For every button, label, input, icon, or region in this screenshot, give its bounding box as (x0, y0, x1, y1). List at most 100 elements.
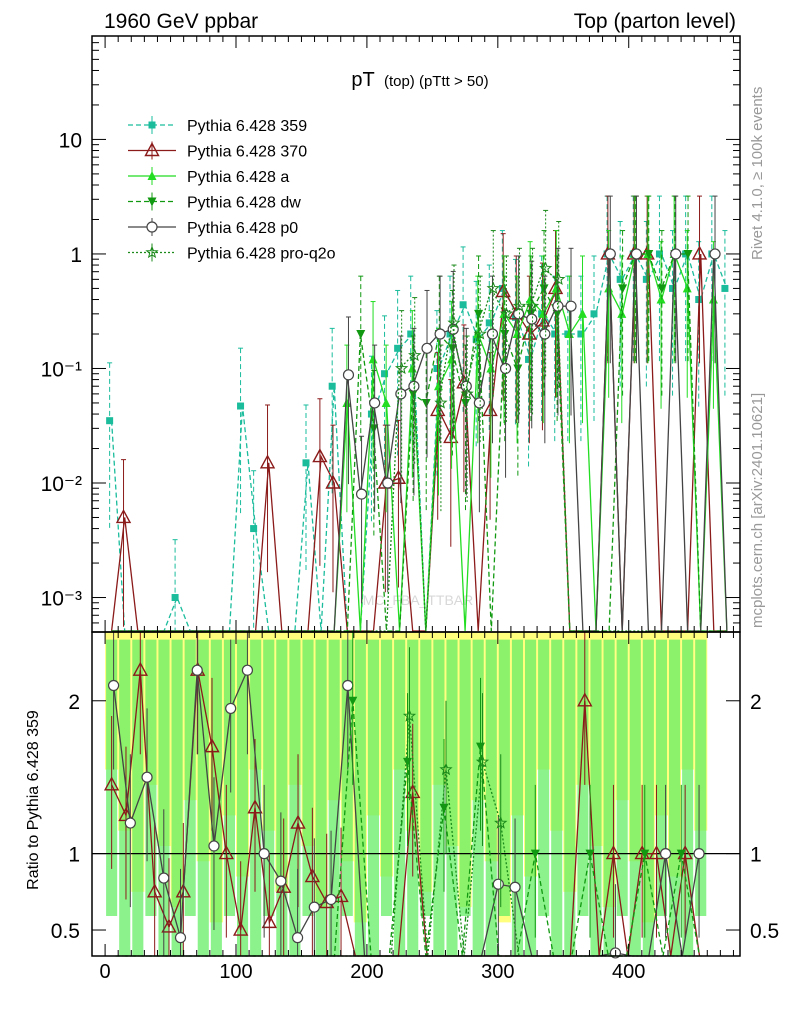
legend-entry-pdw: Pythia 6.428 dw (128, 192, 301, 212)
data-point-p359 (302, 459, 310, 467)
data-point-pa (656, 294, 666, 304)
ratio-band-green (551, 639, 563, 956)
ratio-band-green (367, 639, 379, 956)
ratio-point-p370 (103, 776, 120, 791)
data-point-pdw (500, 330, 510, 339)
ratio-band-green (302, 639, 314, 916)
data-point-pq2o (460, 386, 474, 400)
legend-label-pdw: Pythia 6.428 dw (187, 195, 301, 212)
ratio-point-pq2o (494, 815, 508, 829)
series-line-pdw (111, 253, 727, 632)
ratio-band-green (590, 639, 602, 956)
legend-marker-p359 (148, 121, 156, 129)
y-tick-label-main: 10 (59, 129, 82, 152)
data-point-pa (617, 308, 627, 318)
ratio-point-pp0 (107, 679, 120, 692)
ratio-series-p370 (103, 632, 701, 957)
ratio-band-green (629, 639, 641, 956)
legend-entry-p359: Pythia 6.428 359 (128, 116, 307, 135)
ratio-point-p370 (247, 799, 263, 814)
ratio-point-pdw (530, 849, 540, 859)
ratio-point-p370 (146, 883, 163, 898)
y-tick-label-main: 10⁻² (41, 473, 82, 496)
legend-entry-pp0: Pythia 6.428 p0 (128, 218, 298, 237)
data-point-p359 (721, 284, 729, 292)
data-point-p370 (390, 469, 407, 484)
ratio-band-green (263, 639, 275, 916)
ratio-band-green (197, 639, 209, 956)
data-point-pdw (644, 249, 654, 259)
ratio-point-pp0 (659, 848, 672, 860)
data-point-p359 (106, 417, 114, 425)
ratio-point-p370 (204, 738, 220, 753)
data-point-pq2o (499, 306, 514, 320)
legend-label-pa: Pythia 6.428 a (187, 169, 289, 186)
ratio-point-pp0 (308, 901, 320, 913)
data-point-pp0 (395, 388, 407, 400)
legend-marker-pa (147, 171, 157, 180)
data-point-pa (368, 354, 378, 364)
ratio-point-pq2o (475, 754, 490, 768)
legend-marker-pdw (147, 197, 157, 207)
x-tick-label: 200 (350, 961, 383, 983)
series-p359 (106, 195, 729, 632)
legend-label-pq2o: Pythia 6.428 pro-q2o (187, 246, 336, 263)
data-point-pa (708, 294, 718, 304)
ratio-band-green (472, 639, 484, 956)
data-point-pq2o (552, 272, 566, 286)
data-point-p359 (394, 344, 402, 352)
data-point-pp0 (565, 300, 577, 312)
ratio-band-green (603, 639, 615, 956)
main-series-group (106, 195, 729, 632)
ratio-uncertainty-bands (105, 632, 708, 956)
ratio-plot-frame (91, 631, 741, 957)
ratio-point-pp0 (292, 932, 304, 944)
data-point-pa (604, 283, 614, 293)
ratio-band-green (381, 639, 393, 916)
data-point-p359 (577, 330, 585, 338)
y-tick-label-main: 10⁻³ (41, 588, 82, 611)
data-point-pdw (460, 398, 470, 408)
data-point-p359 (171, 594, 179, 602)
legend-entry-pa: Pythia 6.428 a (128, 167, 289, 186)
data-point-pp0 (355, 488, 368, 500)
data-point-pp0 (552, 300, 564, 312)
ratio-band-green (158, 639, 170, 956)
ratio-point-pp0 (492, 878, 504, 890)
axis-ticks: 0 100 200 300 400 10 1 10⁻¹ 10⁻² 10⁻³ 2 2 1 1 0.5 0.5 (41, 35, 779, 983)
data-point-pa (434, 381, 444, 391)
data-point-pa (512, 329, 522, 338)
data-point-pp0 (604, 248, 616, 260)
ratio-band-green (446, 639, 458, 956)
ratio-band-green (341, 639, 353, 916)
data-point-pp0 (342, 369, 355, 381)
data-point-pa (499, 308, 509, 318)
ratio-ylabel: Ratio to Pythia 6.428 359 (25, 710, 42, 890)
ratio-band-green (682, 639, 694, 956)
ratio-point-pp0 (275, 875, 287, 887)
ratio-line-p370 (111, 670, 701, 957)
data-point-p359 (433, 364, 441, 372)
data-point-pdw (474, 309, 484, 319)
data-point-pp0 (630, 248, 643, 260)
series-pq2o (111, 209, 727, 632)
ratio-band-green (511, 639, 523, 956)
mcplots-label: mcplots.cern.ch [arXiv:2401.10621] (749, 393, 766, 628)
ratio-band-green (328, 639, 340, 956)
x-tick-label: 100 (219, 961, 252, 983)
ratio-point-p370 (605, 845, 622, 860)
ratio-point-pp0 (208, 840, 220, 852)
ratio-band-green (420, 639, 432, 916)
ratio-band-green (459, 639, 471, 916)
y-tick-label-ratio: 2 (68, 691, 80, 714)
legend-marker-pq2o (145, 245, 159, 259)
data-point-pp0 (382, 477, 394, 489)
ratio-point-pp0 (325, 893, 337, 906)
data-point-p359 (381, 370, 389, 378)
ratio-point-pq2o (402, 709, 417, 722)
data-point-p359 (446, 330, 454, 338)
chart-title-sub: (top) (pTtt > 50) (384, 73, 489, 90)
data-point-pp0 (499, 362, 512, 375)
ratio-point-pp0 (509, 881, 521, 893)
